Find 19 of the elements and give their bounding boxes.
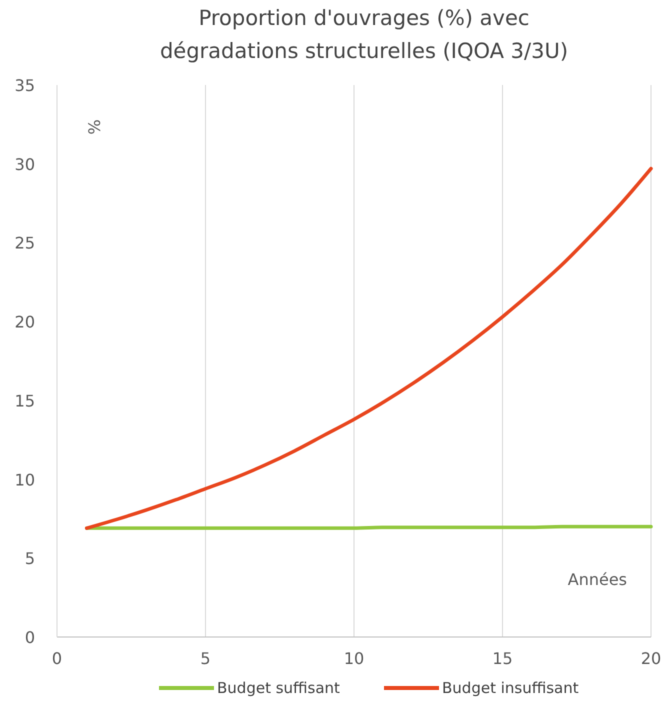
- chart-title: Proportion d'ouvrages (%) avec dégradations structurelles (IQOA 3/3U): [160, 6, 568, 63]
- y-tick-label: 10: [14, 470, 35, 490]
- y-tick-label: 20: [14, 312, 35, 332]
- x-tick-label: 5: [200, 649, 211, 668]
- y-tick-label: 30: [14, 154, 35, 174]
- y-tick-label: 35: [14, 76, 35, 95]
- x-tick-label: 10: [344, 649, 364, 668]
- y-tick-label: 5: [24, 549, 35, 568]
- legend-label: Budget insuffisant: [442, 679, 579, 697]
- x-axis-title: Années: [568, 570, 627, 589]
- y-tick-label: 15: [14, 391, 35, 410]
- x-tick-label: 0: [52, 649, 62, 668]
- legend-label: Budget suffisant: [217, 679, 340, 697]
- x-tick-label: 20: [640, 649, 662, 668]
- y-axis-title: %: [85, 119, 104, 135]
- x-tick-label: 15: [492, 649, 513, 668]
- y-tick-label: 0: [24, 628, 35, 647]
- line-series: [84, 166, 653, 530]
- y-tick-label: 25: [14, 234, 35, 253]
